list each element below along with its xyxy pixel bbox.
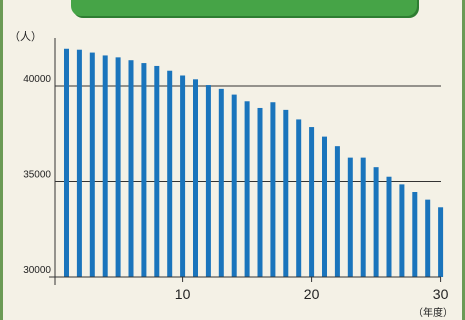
bar-14: [231, 94, 237, 277]
bar-20: [309, 127, 315, 277]
bar-18: [283, 109, 289, 277]
y-tick-35000: 35000: [23, 170, 51, 181]
bar-9: [167, 70, 173, 277]
bar-12: [205, 85, 211, 277]
bar-4: [102, 55, 108, 277]
bar-26: [386, 176, 392, 277]
y-tick-40000: 40000: [23, 74, 51, 85]
x-tick-20: 20: [304, 286, 320, 302]
bar-16: [257, 107, 263, 277]
bar-15: [244, 101, 250, 277]
y-tick-labels: 30000 35000 40000: [23, 74, 51, 276]
bar-29: [425, 199, 431, 277]
y-axis-label: （人）: [9, 30, 42, 43]
bar-2: [76, 49, 82, 278]
bar-17: [270, 102, 276, 277]
bar-24: [360, 157, 366, 277]
bar-7: [141, 63, 147, 277]
bars: [64, 48, 444, 278]
bar-8: [154, 65, 160, 277]
bar-25: [373, 167, 379, 277]
bar-5: [115, 57, 121, 277]
bar-1: [64, 48, 69, 277]
bar-11: [193, 79, 198, 277]
x-tick-labels: 10 20 30: [175, 277, 449, 302]
bar-22: [334, 146, 340, 277]
bar-chart: （人） 30000 35000 40000 10 20 30 （年度）: [9, 30, 453, 319]
bar-19: [296, 119, 302, 277]
bar-13: [218, 88, 224, 278]
x-axis-label: （年度）: [413, 306, 453, 319]
title-banner: [71, 0, 417, 16]
bar-10: [180, 75, 186, 278]
bar-30: [438, 207, 444, 277]
bar-21: [322, 136, 327, 277]
x-tick-30: 30: [433, 286, 449, 302]
y-tick-30000: 30000: [23, 265, 51, 276]
bar-3: [89, 52, 95, 278]
bar-27: [399, 184, 405, 277]
x-tick-10: 10: [175, 286, 191, 302]
bar-23: [347, 157, 353, 277]
bar-6: [128, 60, 134, 278]
bar-28: [412, 192, 418, 277]
